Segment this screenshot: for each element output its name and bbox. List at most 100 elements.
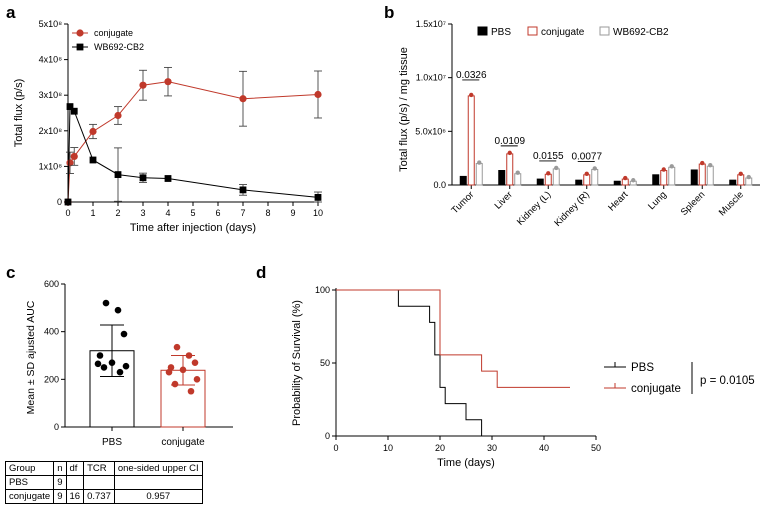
y-tick-label: 400	[44, 327, 59, 337]
legend-marker	[76, 29, 84, 37]
legend-label: conjugate	[631, 383, 681, 395]
x-tick-label: 7	[240, 208, 245, 218]
data-point	[70, 107, 78, 115]
bar-point	[477, 160, 482, 165]
data-point	[114, 306, 122, 314]
data-point	[239, 186, 247, 194]
panel-c-chart: 0 200 400 600 Mean ± SD ajusted AUC PBS conjug…	[25, 279, 233, 448]
bar-point	[592, 166, 597, 171]
data-point	[187, 387, 195, 395]
y-axis-title: Mean ± SD ajusted AUC	[25, 300, 37, 414]
y-tick-label: 50	[320, 358, 330, 368]
table-cell	[65, 475, 85, 490]
panel-b-chart: 0.0 5.0x10⁶ 1.0x10⁷ 1.5x10⁷ Total flux (p/s)…	[398, 19, 760, 229]
x-tick-label: Spleen	[679, 189, 708, 218]
table-header-cell: one-sided upper CI	[113, 461, 203, 476]
panel-d-chart: 0 50 100 0 10 20 30 40 50 Time (days) Probability …	[291, 285, 755, 469]
legend-label: conjugate	[541, 27, 585, 38]
x-tick-label: 20	[435, 443, 445, 453]
bar-point	[515, 170, 520, 175]
y-axis-title: Probability of Survival (%)	[291, 300, 303, 426]
data-point	[66, 103, 74, 110]
x-tick-label: 30	[487, 443, 497, 453]
bar-wb692-cb2	[668, 166, 676, 186]
table-cell	[83, 475, 115, 490]
p-value: p = 0.0105	[700, 375, 755, 387]
bar-pbs	[459, 175, 467, 186]
data-point	[114, 171, 122, 178]
legend-marker	[76, 43, 84, 51]
bar-pbs	[652, 174, 660, 186]
significance-label: 0.0077	[571, 151, 602, 162]
data-point	[120, 330, 128, 338]
table-row: PBS 9	[4, 475, 203, 490]
data-point	[165, 368, 173, 376]
bar-point	[469, 92, 474, 98]
bar-conjugate	[698, 163, 706, 186]
data-point	[164, 78, 172, 86]
table-cell: PBS	[4, 475, 55, 490]
significance-label: 0.0326	[456, 70, 487, 81]
legend-swatch	[599, 26, 610, 36]
y-axis-title: Total flux (p/s) / mg tissue	[398, 47, 410, 172]
bar-point	[584, 171, 589, 177]
data-point	[89, 156, 97, 164]
x-tick-label: 0	[65, 208, 70, 218]
data-point	[193, 376, 201, 383]
data-point	[314, 193, 322, 201]
x-tick-label: Muscle	[717, 189, 746, 218]
data-point	[94, 360, 102, 368]
legend-label: conjugate	[94, 28, 133, 38]
panel-a-label: a	[6, 3, 16, 22]
bar-pbs	[498, 170, 506, 186]
data-point	[171, 380, 179, 388]
bar-point	[746, 174, 751, 180]
bar-conjugate	[737, 174, 745, 186]
data-point	[114, 111, 122, 120]
x-tick-label: 0	[333, 443, 338, 453]
legend-label: PBS	[631, 362, 654, 374]
bar-conjugate	[506, 153, 514, 186]
x-tick-label: 4	[165, 208, 170, 218]
bar-point	[507, 150, 512, 156]
data-point	[185, 352, 193, 359]
x-tick-label: 10	[383, 443, 393, 453]
bar-wb692-cb2	[591, 168, 599, 186]
x-tick-label: 8	[265, 208, 270, 218]
bar-conjugate	[660, 170, 668, 186]
y-axis-title: Total flux (p/s)	[13, 79, 25, 147]
bar-pbs	[729, 179, 737, 186]
y-tick-label: 0	[57, 197, 62, 207]
bar-point	[661, 167, 666, 172]
panel-b-label: b	[384, 3, 394, 22]
data-point	[139, 174, 147, 182]
x-tick-label: 3	[140, 208, 145, 218]
x-tick-label: 50	[591, 443, 601, 453]
bar-pbs	[575, 179, 583, 186]
bar-conjugate	[467, 95, 475, 186]
series-line-conjugate	[67, 81, 319, 203]
table-cell: 0.737	[83, 489, 115, 504]
data-point	[139, 81, 147, 89]
data-point	[102, 299, 110, 307]
y-tick-label: 100	[315, 285, 330, 295]
table-header-cell: df	[65, 461, 85, 476]
bar-pbs	[613, 180, 621, 186]
data-point	[70, 152, 78, 161]
survival-curve-conjugate	[336, 289, 570, 388]
bar-pbs	[690, 169, 698, 186]
bar-wb692-cb2	[552, 168, 560, 186]
series-line-wb692	[67, 105, 319, 203]
x-axis-title: Time after injection (days)	[130, 222, 256, 234]
x-tick-label: Kidney (R)	[552, 189, 592, 229]
bar-wb692-cb2	[475, 163, 483, 186]
data-point	[116, 368, 124, 376]
data-point	[89, 127, 97, 136]
bar-pbs	[536, 178, 544, 186]
legend-label: WB692-CB2	[613, 27, 669, 38]
table-header-row: Group n df TCR one-sided upper CI	[4, 461, 203, 476]
x-tick-label: 10	[313, 208, 323, 218]
x-tick-label: 9	[290, 208, 295, 218]
table-cell	[113, 475, 203, 490]
y-tick-label: 3x10⁸	[39, 90, 63, 100]
